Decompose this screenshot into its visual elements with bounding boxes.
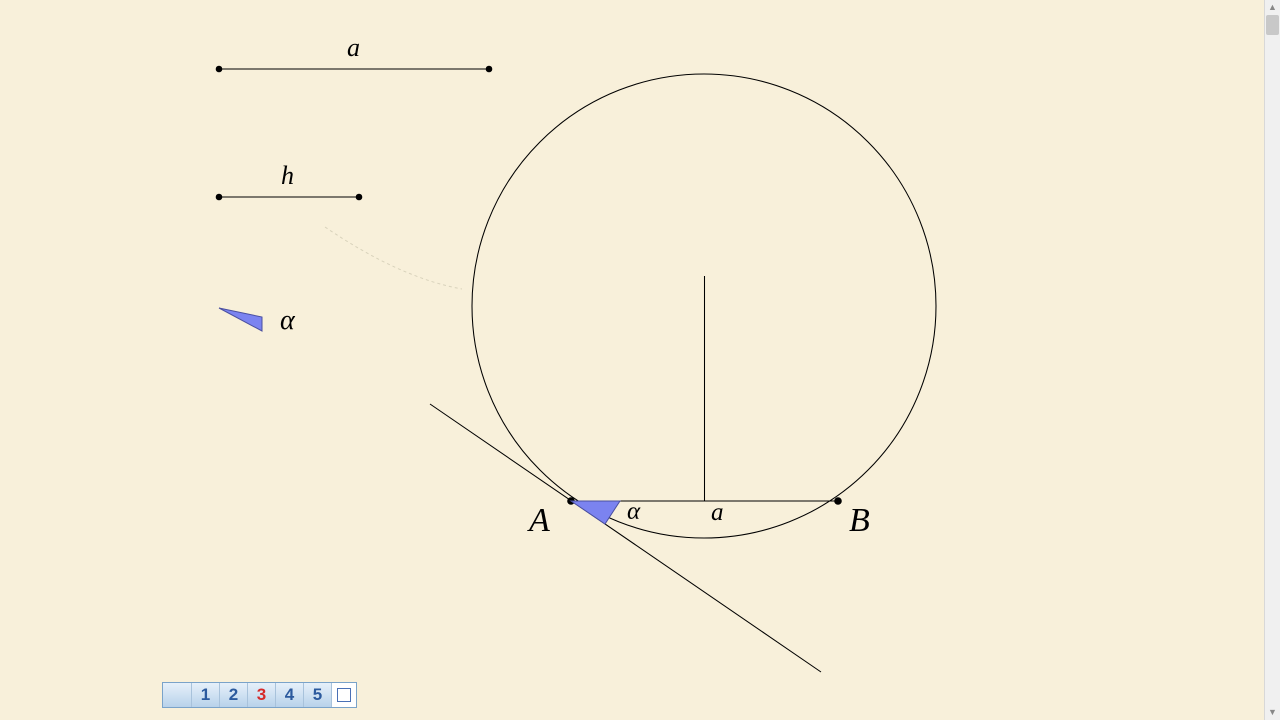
nav-step-3[interactable]: 3 bbox=[248, 683, 276, 707]
label-point-B: B bbox=[849, 502, 870, 540]
scroll-track[interactable] bbox=[1265, 15, 1280, 705]
scroll-thumb[interactable] bbox=[1266, 15, 1279, 35]
geometry-svg bbox=[0, 0, 1265, 720]
label-alpha-standalone: α bbox=[280, 305, 295, 337]
nav-stop-button[interactable] bbox=[332, 683, 356, 707]
nav-step-5[interactable]: 5 bbox=[304, 683, 332, 707]
label-segment-a: a bbox=[347, 33, 360, 63]
nav-step-1[interactable]: 1 bbox=[192, 683, 220, 707]
nav-step-2[interactable]: 2 bbox=[220, 683, 248, 707]
nav-prev-tab[interactable] bbox=[163, 683, 192, 707]
label-alpha-at-A: α bbox=[627, 498, 640, 526]
label-chord-a: a bbox=[711, 499, 724, 527]
nav-step-4[interactable]: 4 bbox=[276, 683, 304, 707]
diagram-canvas: a h α A B a α 12345 bbox=[0, 0, 1265, 720]
scroll-up-arrow[interactable]: ▲ bbox=[1265, 0, 1280, 15]
vertical-scrollbar[interactable]: ▲ ▼ bbox=[1264, 0, 1280, 720]
scroll-down-arrow[interactable]: ▼ bbox=[1265, 705, 1280, 720]
label-segment-h: h bbox=[281, 161, 294, 191]
label-point-A: A bbox=[529, 502, 550, 540]
step-navigation-bar: 12345 bbox=[162, 682, 357, 708]
